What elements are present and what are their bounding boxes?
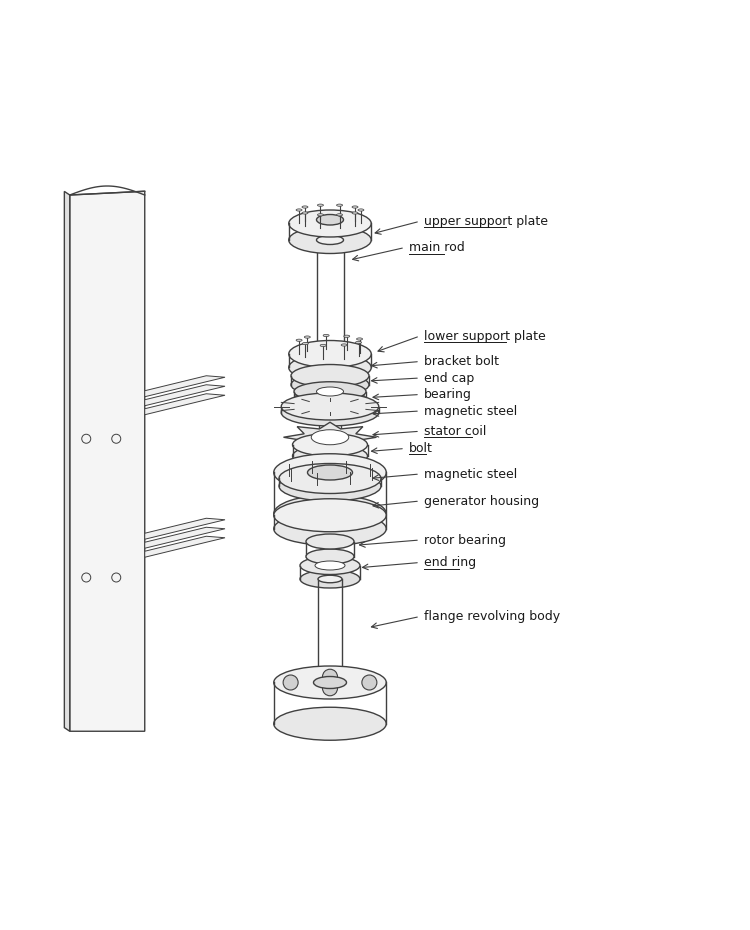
Ellipse shape bbox=[356, 341, 362, 343]
Ellipse shape bbox=[294, 381, 366, 401]
Ellipse shape bbox=[316, 387, 344, 396]
Ellipse shape bbox=[356, 338, 362, 340]
Text: lower support plate: lower support plate bbox=[424, 329, 545, 342]
Ellipse shape bbox=[317, 204, 323, 206]
Ellipse shape bbox=[296, 339, 302, 341]
Text: end ring: end ring bbox=[424, 556, 476, 569]
Ellipse shape bbox=[292, 433, 368, 456]
Ellipse shape bbox=[308, 465, 352, 480]
Ellipse shape bbox=[294, 390, 366, 409]
Ellipse shape bbox=[296, 209, 302, 211]
Ellipse shape bbox=[337, 214, 343, 216]
Ellipse shape bbox=[281, 393, 379, 420]
Ellipse shape bbox=[292, 445, 368, 467]
Polygon shape bbox=[145, 527, 225, 549]
Ellipse shape bbox=[314, 676, 346, 688]
Ellipse shape bbox=[344, 335, 350, 338]
Ellipse shape bbox=[289, 227, 371, 254]
Ellipse shape bbox=[323, 335, 329, 337]
Polygon shape bbox=[284, 422, 376, 452]
Ellipse shape bbox=[279, 471, 381, 501]
Text: bolt: bolt bbox=[409, 442, 433, 455]
Ellipse shape bbox=[311, 430, 349, 445]
Text: stator coil: stator coil bbox=[424, 425, 486, 438]
Ellipse shape bbox=[274, 707, 386, 740]
Ellipse shape bbox=[320, 344, 326, 347]
Ellipse shape bbox=[316, 352, 344, 361]
Ellipse shape bbox=[352, 212, 358, 214]
Polygon shape bbox=[145, 393, 225, 415]
Text: generator housing: generator housing bbox=[424, 495, 538, 508]
Circle shape bbox=[284, 675, 298, 690]
Ellipse shape bbox=[337, 204, 343, 206]
Ellipse shape bbox=[274, 666, 386, 699]
Circle shape bbox=[322, 670, 338, 684]
Text: upper support plate: upper support plate bbox=[424, 215, 548, 228]
Ellipse shape bbox=[302, 206, 308, 208]
Ellipse shape bbox=[315, 561, 345, 570]
Polygon shape bbox=[70, 192, 145, 731]
Ellipse shape bbox=[306, 549, 354, 564]
Ellipse shape bbox=[289, 210, 371, 237]
Ellipse shape bbox=[289, 354, 371, 381]
Ellipse shape bbox=[318, 671, 342, 679]
Ellipse shape bbox=[304, 336, 310, 339]
Ellipse shape bbox=[300, 570, 360, 588]
Polygon shape bbox=[145, 518, 225, 539]
Ellipse shape bbox=[316, 235, 344, 245]
Ellipse shape bbox=[291, 365, 369, 387]
Ellipse shape bbox=[279, 463, 381, 494]
Text: magnetic steel: magnetic steel bbox=[424, 405, 517, 418]
Ellipse shape bbox=[341, 344, 347, 346]
Circle shape bbox=[362, 675, 376, 690]
Polygon shape bbox=[145, 376, 225, 397]
Ellipse shape bbox=[319, 459, 341, 467]
Ellipse shape bbox=[317, 214, 323, 216]
Ellipse shape bbox=[289, 340, 371, 367]
Ellipse shape bbox=[274, 454, 386, 491]
Polygon shape bbox=[145, 385, 225, 405]
Text: main rod: main rod bbox=[409, 241, 464, 254]
Text: end cap: end cap bbox=[424, 371, 474, 384]
Ellipse shape bbox=[281, 399, 379, 426]
Polygon shape bbox=[145, 537, 225, 557]
Ellipse shape bbox=[316, 215, 344, 225]
Ellipse shape bbox=[358, 209, 364, 211]
Ellipse shape bbox=[291, 374, 369, 396]
Ellipse shape bbox=[302, 342, 308, 345]
Ellipse shape bbox=[316, 537, 344, 546]
Ellipse shape bbox=[274, 495, 386, 533]
Ellipse shape bbox=[274, 498, 386, 532]
Ellipse shape bbox=[306, 534, 354, 549]
Text: bearing: bearing bbox=[424, 388, 472, 401]
Circle shape bbox=[322, 681, 338, 696]
Text: flange revolving body: flange revolving body bbox=[424, 610, 560, 623]
Ellipse shape bbox=[318, 576, 342, 583]
Ellipse shape bbox=[302, 212, 308, 214]
Ellipse shape bbox=[300, 556, 360, 575]
Polygon shape bbox=[64, 192, 70, 731]
Ellipse shape bbox=[352, 206, 358, 208]
Ellipse shape bbox=[319, 364, 341, 371]
Text: rotor bearing: rotor bearing bbox=[424, 534, 506, 547]
Text: magnetic steel: magnetic steel bbox=[424, 468, 517, 481]
Ellipse shape bbox=[316, 510, 344, 518]
Ellipse shape bbox=[274, 512, 386, 545]
Text: bracket bolt: bracket bolt bbox=[424, 355, 499, 368]
